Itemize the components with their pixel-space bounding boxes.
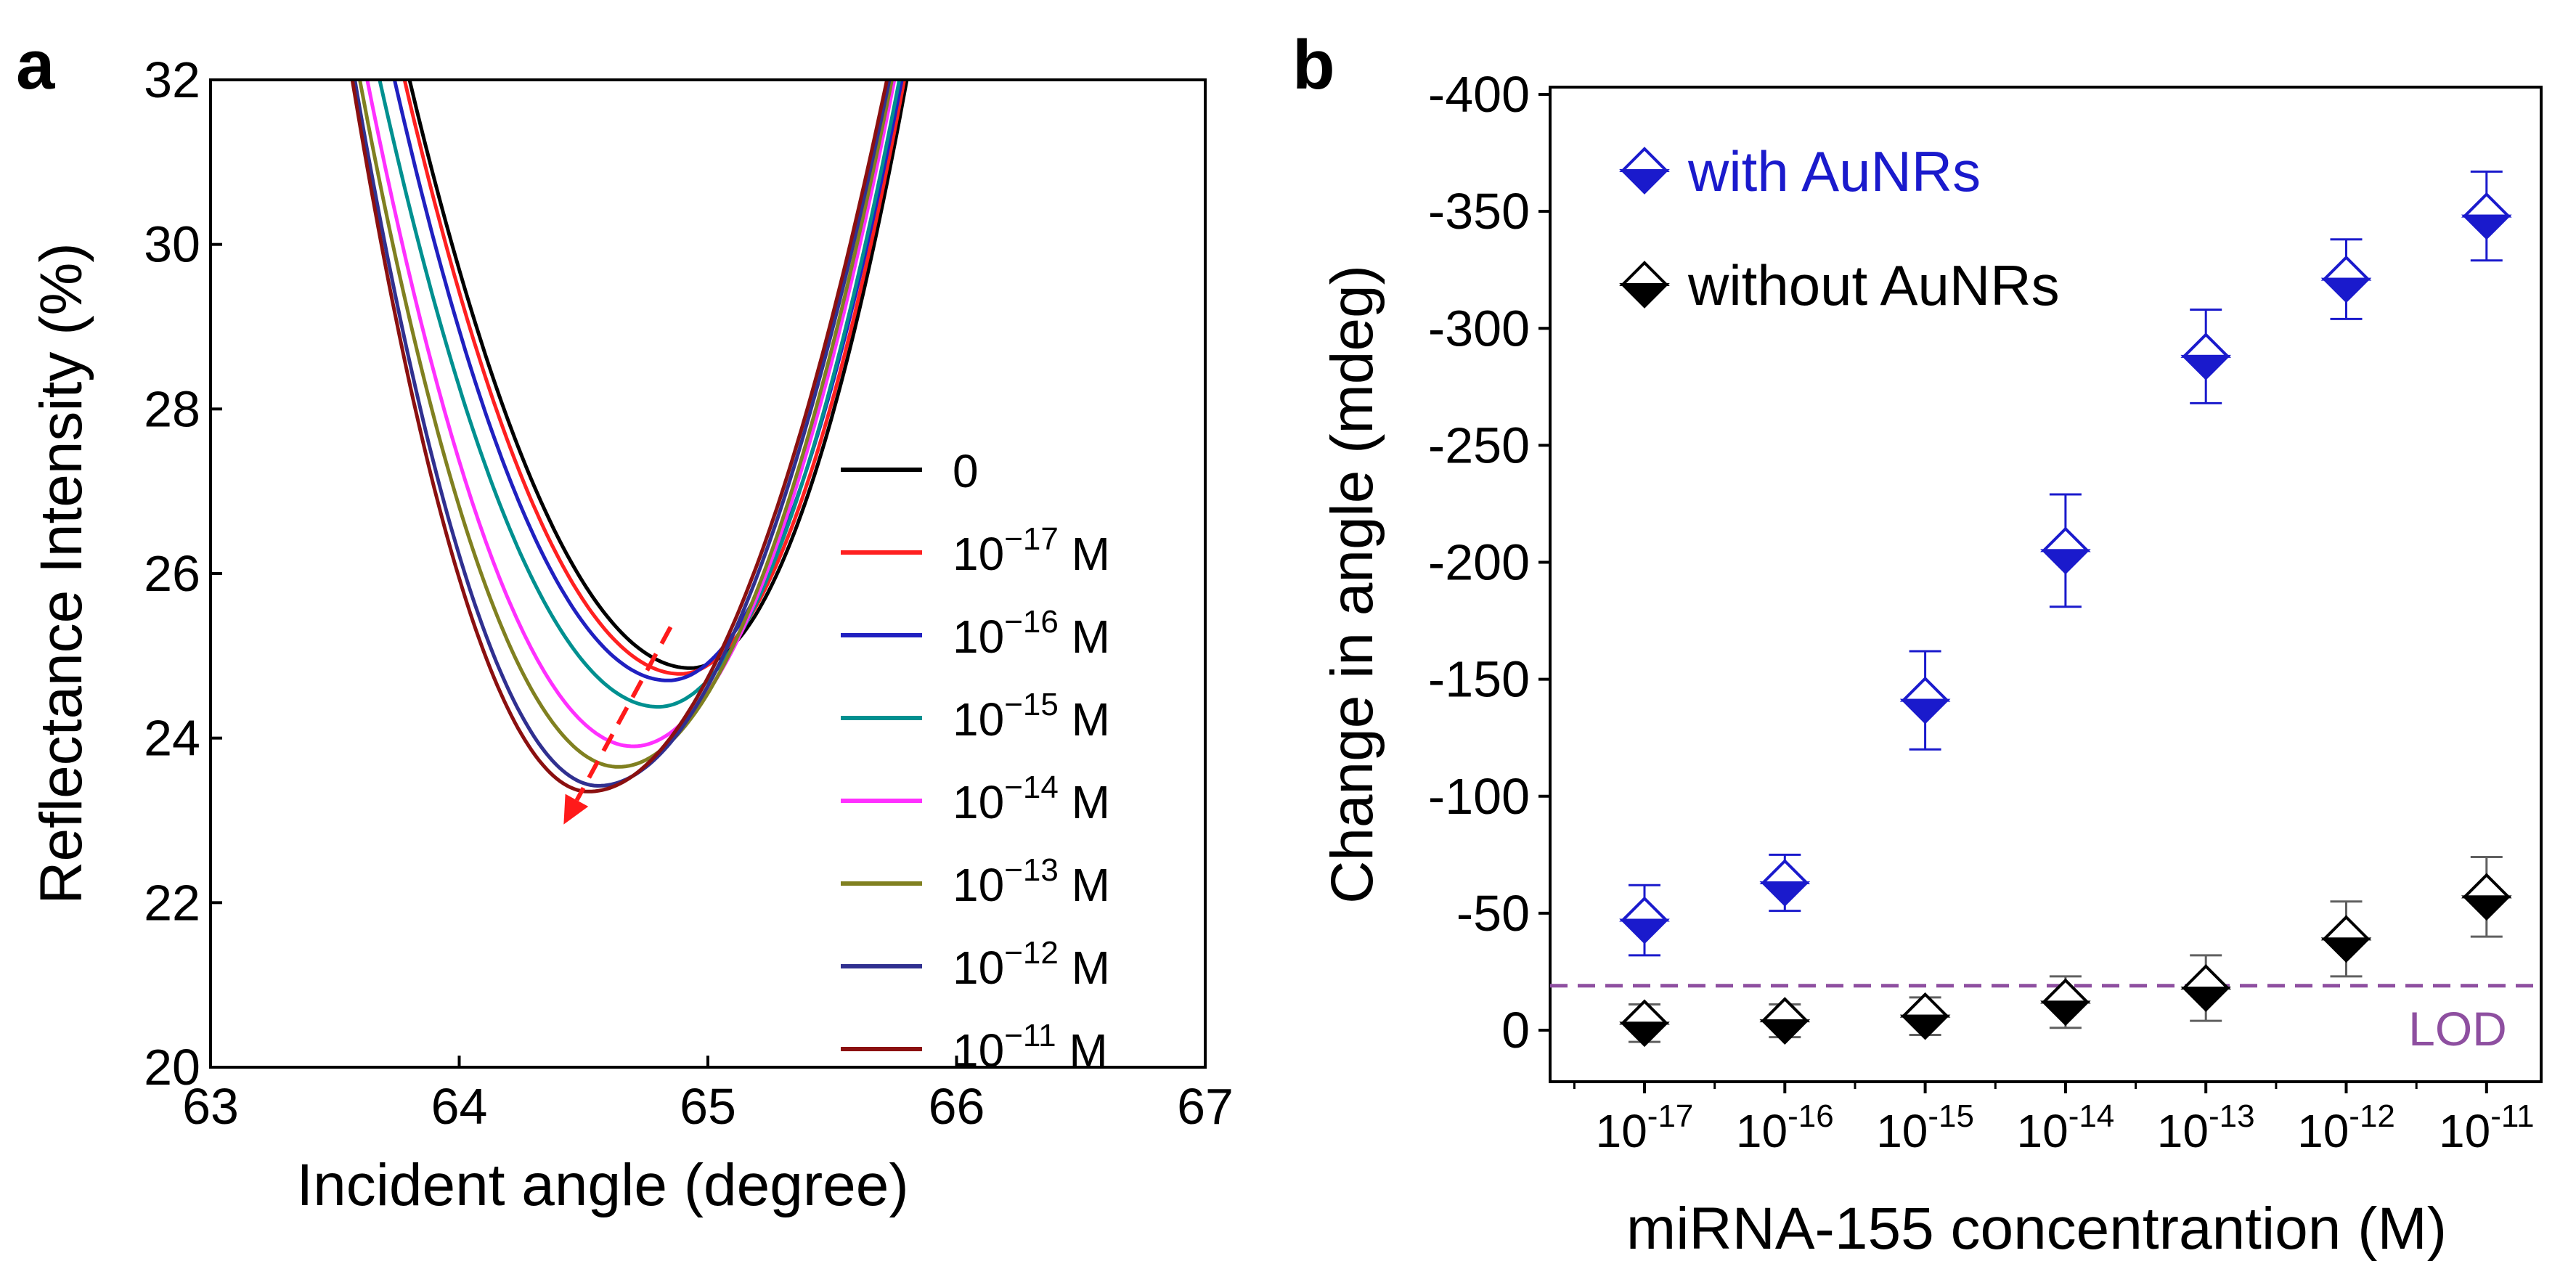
panel-a-x-tick-label: 63 [182, 1078, 239, 1135]
panel-b-legend: with AuNRs without AuNRs [1619, 139, 2060, 317]
without-aunrs-point-bottom [2040, 1000, 2091, 1027]
panel-b-y-tick-label: -50 [1456, 885, 1530, 942]
panel-a-plot-frame [209, 78, 1207, 1069]
panel-a-label: a [16, 26, 55, 104]
panel-a-curve-7 [350, 80, 889, 794]
with-aunrs-point-bottom [1619, 918, 1670, 945]
panel-a-x-tick-label: 64 [431, 1078, 488, 1135]
panel-a-curves [350, 80, 909, 794]
without-aunrs-point-top [2461, 873, 2512, 899]
panel-a-legend-entry: 10−16 M [953, 604, 1110, 663]
panel-a-y-ticks: 20 22 24 26 28 30 32 [144, 52, 222, 1096]
with-aunrs-point-bottom [2461, 214, 2512, 240]
without-aunrs-point-bottom [1759, 1019, 1811, 1045]
panel-a-x-ticks: 63 64 65 66 67 [182, 1056, 1234, 1135]
without-aunrs-point-bottom [2461, 895, 2512, 921]
panel-a-arrow-head [563, 794, 589, 825]
with-aunrs-point-bottom [2040, 549, 2091, 575]
panel-b-plot-frame [1549, 86, 2543, 1083]
panel-b-y-tick-label: -250 [1428, 417, 1530, 473]
panel-a-y-tick-label: 30 [144, 216, 200, 273]
legend-with-aunrs-marker-top [1619, 147, 1670, 172]
legend-with-aunrs-marker-bottom [1619, 169, 1670, 195]
panel-a-legend-entry: 0 [953, 445, 979, 497]
panel-a-y-tick-label: 32 [144, 52, 200, 108]
panel-a-x-tick-label: 65 [680, 1078, 736, 1135]
panel-b-y-tick-label: 0 [1501, 1002, 1530, 1058]
panel-b-data-points [1619, 170, 2512, 1048]
panel-a-legend-entry: 10−15 M [953, 687, 1110, 746]
panel-a-curve-4 [365, 80, 897, 748]
panel-a-legend-entry: 10−17 M [953, 521, 1110, 580]
without-aunrs-point-top [2040, 978, 2091, 1004]
panel-a-curve-0 [407, 80, 909, 670]
panel-a-legend-entry: 10−11 M [953, 1018, 1108, 1077]
panel-b: b LOD -400 -350 -300 -250 -200 -150 -100 -50 0 1… [1292, 26, 2543, 1262]
with-aunrs-point-top [1619, 896, 1670, 922]
panel-a-curve-1 [402, 80, 907, 676]
panel-b-y-tick-label: -200 [1428, 534, 1530, 591]
panel-b-y-tick-label: -150 [1428, 651, 1530, 708]
panel-a-y-tick-label: 26 [144, 545, 200, 602]
panel-a-legend-entry: 10−14 M [953, 770, 1110, 828]
with-aunrs-point-top [1759, 859, 1811, 884]
with-aunrs-point-top [2040, 526, 2091, 552]
panel-a-y-tick-label: 22 [144, 874, 200, 931]
panel-a-y-tick-label: 20 [144, 1039, 200, 1096]
legend-without-aunrs-label: without AuNRs [1687, 253, 2060, 317]
panel-b-x-tick-label: 10-15 [1876, 1098, 1974, 1157]
with-aunrs-point-bottom [1759, 881, 1811, 907]
panel-a-curve-3 [378, 80, 902, 709]
legend-with-aunrs-label: with AuNRs [1687, 139, 1981, 203]
with-aunrs-point-top [2320, 255, 2372, 281]
panel-b-x-tick-label: 10-17 [1596, 1098, 1694, 1157]
panel-b-x-tick-label: 10-12 [2297, 1098, 2395, 1157]
panel-a-legend-entry: 10−13 M [953, 852, 1110, 911]
with-aunrs-point-bottom [2320, 277, 2372, 303]
panel-a-y-tick-label: 24 [144, 710, 200, 767]
panel-a-y-axis-label: Reflectance Intensity (%) [28, 242, 94, 905]
without-aunrs-point-top [1759, 997, 1811, 1023]
panel-a: a 20 22 24 26 28 30 32 63 64 65 66 67 Incident ang… [16, 26, 1234, 1218]
without-aunrs-point-top [2320, 915, 2372, 941]
panel-b-y-tick-label: -350 [1428, 183, 1530, 240]
panel-a-legend: 0 10−17 M 10−16 M 10−15 M 10−14 M 10−13 M 10−1… [841, 445, 1110, 1077]
panel-b-lod-line: LOD [1550, 984, 2541, 1056]
panel-a-curve-5 [358, 80, 894, 769]
lod-label: LOD [2408, 1002, 2507, 1056]
panel-b-y-tick-label: -400 [1428, 66, 1530, 123]
panel-a-x-tick-label: 67 [1177, 1078, 1234, 1135]
panel-b-x-tick-label: 10-16 [1736, 1098, 1834, 1157]
legend-without-aunrs-marker-bottom [1619, 283, 1670, 309]
panel-a-arrow-shaft [574, 626, 673, 801]
panel-a-legend-entry: 10−12 M [953, 935, 1110, 994]
without-aunrs-point-bottom [1619, 1021, 1670, 1048]
panel-b-y-ticks: -400 -350 -300 -250 -200 -150 -100 -50 0 [1428, 66, 1550, 1058]
panel-a-shift-arrow [563, 626, 673, 825]
panel-b-label: b [1292, 26, 1335, 104]
without-aunrs-point-bottom [2320, 937, 2372, 963]
panel-a-x-tick-label: 66 [929, 1078, 985, 1135]
legend-without-aunrs-marker-top [1619, 261, 1670, 286]
panel-b-x-tick-label: 10-11 [2439, 1098, 2535, 1157]
panel-b-x-tick-label: 10-13 [2157, 1098, 2255, 1157]
panel-b-x-axis-label: miRNA-155 concentrantion (M) [1626, 1196, 2447, 1262]
panel-a-y-tick-label: 28 [144, 380, 200, 437]
without-aunrs-point-bottom [1899, 1014, 1951, 1040]
with-aunrs-point-bottom [1899, 698, 1951, 725]
panel-a-x-axis-label: Incident angle (degree) [296, 1152, 908, 1218]
without-aunrs-point-bottom [2180, 986, 2232, 1012]
with-aunrs-point-top [2461, 192, 2512, 218]
panel-b-y-axis-label: Change in angle (mdeg) [1319, 265, 1385, 904]
panel-b-x-tick-label: 10-14 [2017, 1098, 2115, 1157]
panel-b-y-tick-label: -300 [1428, 300, 1530, 356]
with-aunrs-point-top [1899, 676, 1951, 702]
panel-b-y-tick-label: -100 [1428, 768, 1530, 825]
without-aunrs-point-top [2180, 964, 2232, 990]
panel-b-x-ticks: 10-17 10-16 10-15 10-14 10-13 10-12 10-11 [1573, 1082, 2535, 1157]
with-aunrs-point-top [2180, 333, 2232, 358]
with-aunrs-point-bottom [2180, 354, 2232, 380]
